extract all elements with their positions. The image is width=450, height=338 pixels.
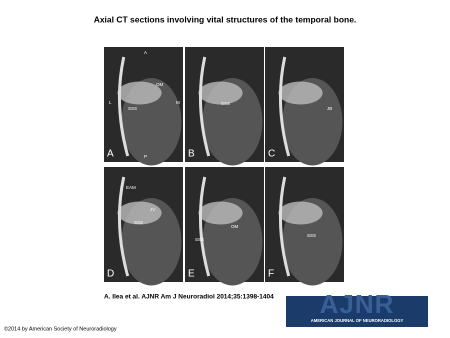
- panel-label: EAM: [126, 185, 136, 190]
- ct-bone: [278, 81, 323, 105]
- logo-name: AJNR: [320, 289, 395, 319]
- panel-label: SSS: [134, 220, 143, 225]
- panel-label: L: [109, 100, 112, 105]
- copyright: ©2014 by American Society of Neuroradiol…: [4, 325, 117, 332]
- panel-label: OM: [231, 224, 239, 229]
- citation: A. Ilea et al. AJNR Am J Neuroradiol 201…: [104, 294, 274, 301]
- panel-letter: F: [268, 269, 274, 280]
- ct-skull: [117, 56, 130, 157]
- title: Axial CT sections involving vital struct…: [94, 14, 357, 24]
- ct-bone: [198, 81, 243, 105]
- panel-label: M: [176, 100, 180, 105]
- ct-skull: [198, 176, 211, 277]
- panel-label: OM: [156, 82, 164, 87]
- ct-skull: [278, 176, 291, 277]
- logo-box: [286, 296, 428, 327]
- panel-label: A: [144, 50, 147, 55]
- panel-letter: C: [268, 149, 275, 160]
- panel-label: SSS: [128, 106, 137, 111]
- panel-label: JB: [327, 106, 332, 111]
- ct-bone: [278, 201, 323, 225]
- panel-label: SSS: [195, 237, 204, 242]
- ct-skull: [198, 56, 211, 157]
- ct-skull: [117, 176, 130, 277]
- ct-bone: [117, 81, 162, 105]
- panel-label: P: [144, 154, 147, 159]
- panel-label: SSS: [221, 101, 230, 106]
- figure: A A L M P OM SSS B SSS C JB D EAM JV SSS E OM SSS F SSS: [104, 47, 344, 286]
- ct-bone: [117, 201, 162, 225]
- panel-label: JV: [150, 207, 155, 212]
- panel-letter: A: [107, 149, 114, 160]
- logo-subtitle: AMERICAN JOURNAL OF NEURORADIOLOGY: [311, 318, 404, 323]
- panel-letter: D: [107, 269, 114, 280]
- panel-letter: B: [188, 149, 195, 160]
- ct-bone: [198, 201, 243, 225]
- panel-letter: E: [188, 269, 195, 280]
- panel-label: SSS: [307, 233, 316, 238]
- ct-skull: [278, 56, 291, 157]
